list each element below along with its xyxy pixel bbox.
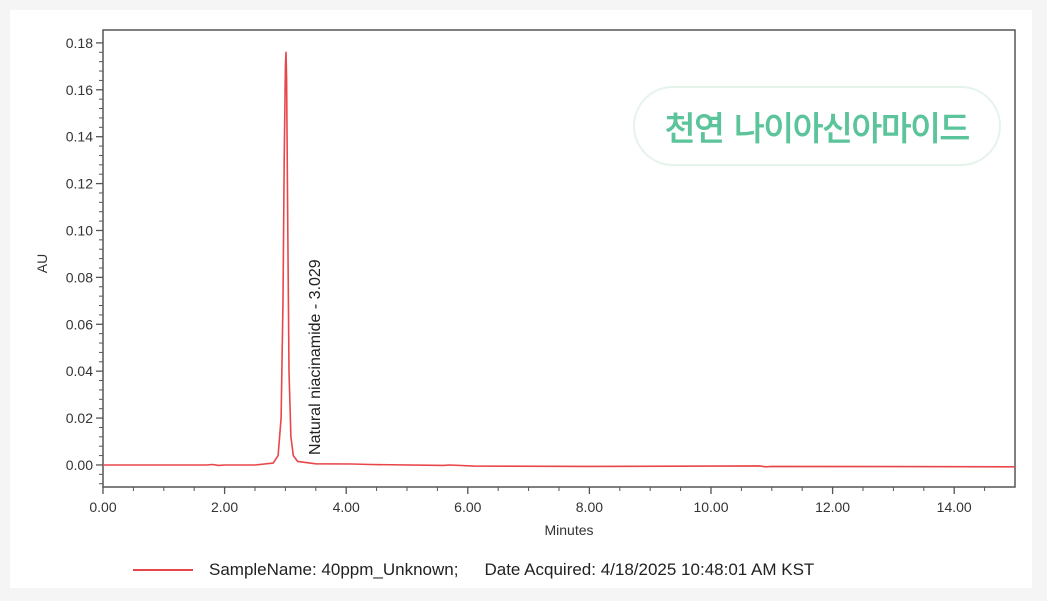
badge-text: 천연 나이아신아마이드 [664, 109, 970, 148]
y-tick-label: 0.06 [66, 316, 93, 332]
legend-sample: SampleName: 40ppm_Unknown; [209, 560, 459, 579]
x-tick-label: 12.00 [815, 499, 850, 515]
x-tick-label: 0.00 [89, 499, 116, 515]
x-tick-label: 8.00 [576, 499, 603, 515]
chart-card: 0.00 0.02 0.04 0.06 0.08 0.10 0.12 0.14 0.16 0.18… [10, 10, 1032, 588]
legend-swatch [133, 569, 193, 571]
y-tick-label: 0.14 [66, 129, 93, 145]
y-tick-label: 0.02 [66, 410, 93, 426]
series-line [103, 51, 1016, 468]
y-tick-label: 0.10 [66, 222, 93, 238]
y-axis-label: AU [34, 254, 50, 273]
chromatogram-chart: 0.00 0.02 0.04 0.06 0.08 0.10 0.12 0.14 0.16 0.18… [34, 29, 1016, 538]
x-tick-label: 14.00 [937, 499, 972, 515]
y-tick-label: 0.08 [66, 269, 93, 285]
y-tick-label: 0.16 [66, 82, 93, 98]
x-tick-label: 4.00 [333, 499, 360, 515]
peak-annotation: Natural niacinamide - 3.029 [307, 259, 324, 455]
legend: SampleName: 40ppm_Unknown; Date Acquired… [133, 560, 814, 580]
product-badge: 천연 나이아신아마이드 [633, 86, 1001, 166]
y-tick-label: 0.00 [66, 457, 93, 473]
x-axis-label: Minutes [544, 522, 593, 538]
x-tick-label: 10.00 [693, 499, 728, 515]
y-tick-label: 0.12 [66, 176, 93, 192]
y-tick-label: 0.04 [66, 363, 93, 379]
y-tick-label: 0.18 [66, 35, 93, 51]
legend-date: Date Acquired: 4/18/2025 10:48:01 AM KST [484, 560, 815, 579]
x-tick-label: 2.00 [211, 499, 238, 515]
x-tick-label: 6.00 [454, 499, 481, 515]
